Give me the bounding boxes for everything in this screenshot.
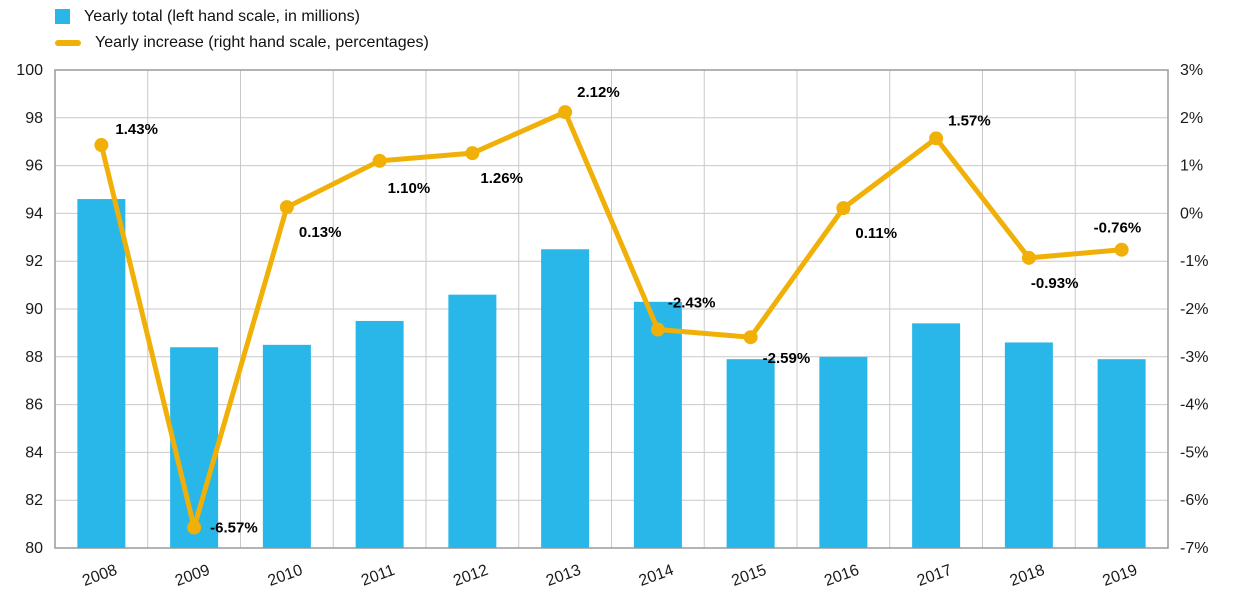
line-point-label: -0.76% [1094,220,1142,237]
left-axis-tick-label: 84 [25,444,43,461]
line-point-marker [372,153,387,168]
line-point-marker [465,146,480,161]
bar [1097,359,1146,548]
line-point-marker [1021,250,1036,265]
right-axis-tick-label: 0% [1180,205,1203,222]
x-axis-label: 2010 [266,562,305,590]
bar [77,199,126,548]
line-point-label: 1.10% [388,180,431,197]
bar-series-swatch-icon [55,9,70,24]
left-axis-tick-label: 86 [25,397,43,414]
x-axis-label: 2008 [80,562,119,590]
line-point-label: 1.43% [115,121,158,138]
left-axis-tick-label: 92 [25,253,43,270]
line-point-marker [836,201,851,216]
line-point-marker [279,200,294,215]
x-axis-label: 2019 [1100,562,1139,590]
right-axis-tick-label: -7% [1180,540,1208,557]
line-series-swatch-icon [55,39,81,46]
right-axis-tick-label: -2% [1180,301,1208,318]
right-axis-tick-label: -6% [1180,492,1208,509]
line-point-label: -2.43% [668,295,716,312]
left-axis-tick-label: 100 [16,62,43,79]
line-point-label: 0.11% [855,225,897,242]
line-point-marker [558,105,573,120]
line-point-label: 1.57% [948,112,991,129]
bar [355,320,404,548]
line-point-label: 0.13% [299,224,342,241]
x-axis-label: 2011 [359,562,397,590]
right-axis-tick-label: -5% [1180,444,1208,461]
line-point-label: -2.59% [763,350,811,367]
chart-legend: Yearly total (left hand scale, in millio… [55,6,429,53]
x-axis-label: 2012 [451,562,490,590]
right-axis-tick-label: 1% [1180,158,1203,175]
left-axis-tick-label: 90 [25,301,43,318]
right-axis-tick-label: -3% [1180,349,1208,366]
line-point-marker [743,330,758,345]
x-axis-label: 2009 [173,562,212,590]
bar [912,323,961,548]
bar [170,347,219,548]
line-point-marker [650,322,665,337]
legend-item-yearly-increase: Yearly increase (right hand scale, perce… [55,32,429,53]
line-point-marker [94,138,109,153]
bar [1004,342,1053,548]
bar [726,359,775,548]
line-point-label: -0.93% [1031,275,1079,292]
legend-label-yearly-increase: Yearly increase (right hand scale, perce… [95,33,429,51]
x-axis-label: 2014 [637,562,676,590]
x-axis-label: 2017 [915,562,954,590]
left-axis-tick-label: 82 [25,492,43,509]
line-point-label: 2.12% [577,84,620,101]
line-point-marker [929,131,944,146]
left-axis-tick-label: 80 [25,540,43,557]
x-axis-label: 2018 [1008,562,1047,590]
line-point-label: -6.57% [210,519,258,536]
right-axis-tick-label: -4% [1180,397,1208,414]
left-axis-tick-label: 88 [25,349,43,366]
left-axis-tick-label: 98 [25,110,43,127]
legend-label-yearly-total: Yearly total (left hand scale, in millio… [84,7,360,25]
line-series [98,109,1125,530]
left-axis-tick-label: 96 [25,158,43,175]
right-axis-tick-label: 2% [1180,110,1203,127]
line-point-marker [187,520,202,535]
bar [633,301,682,548]
line-point-marker [1114,242,1129,257]
bar [819,356,868,548]
x-axis-label: 2013 [544,562,583,590]
bar [262,344,311,548]
bar [448,294,497,548]
plot-border [54,69,1169,549]
right-axis-tick-label: -1% [1180,253,1208,270]
right-axis-tick-label: 3% [1180,62,1203,79]
left-axis-tick-label: 94 [25,205,43,222]
legend-item-yearly-total: Yearly total (left hand scale, in millio… [55,6,429,27]
x-axis-label: 2016 [822,562,861,590]
line-point-label: 1.26% [480,170,523,187]
bar [541,249,590,548]
x-axis-label: 2015 [729,562,768,590]
